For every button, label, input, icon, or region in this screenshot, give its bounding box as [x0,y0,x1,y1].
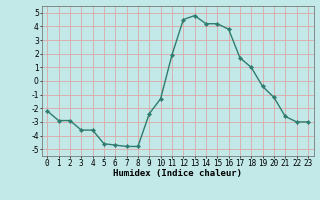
X-axis label: Humidex (Indice chaleur): Humidex (Indice chaleur) [113,169,242,178]
